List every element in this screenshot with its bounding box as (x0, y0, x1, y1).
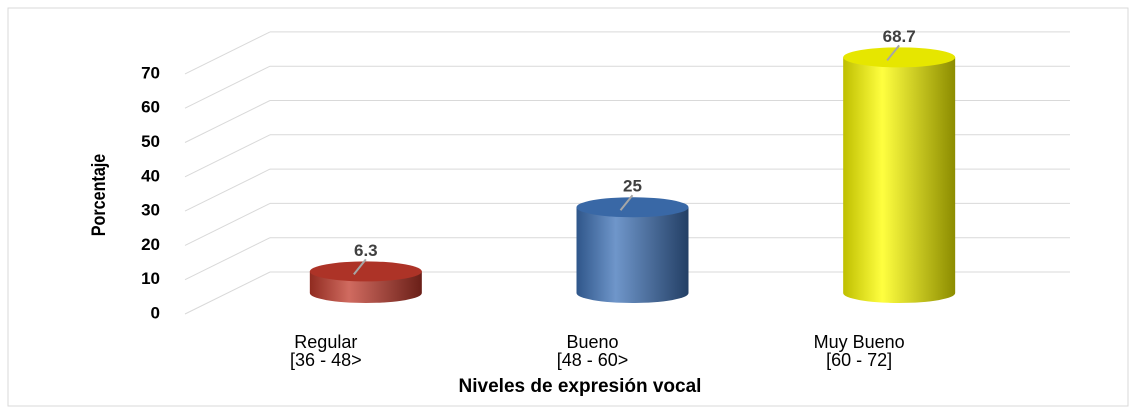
leader-line (886, 44, 900, 61)
y-tick-label: 60 (141, 98, 160, 117)
y-tick-label: 50 (141, 132, 160, 151)
x-tick-label: Muy Bueno (814, 332, 905, 352)
leader-line (353, 258, 367, 276)
grid-line (184, 134, 271, 178)
leader-line (619, 194, 634, 211)
y-tick-label: 70 (141, 63, 160, 82)
bar (576, 207, 689, 303)
x-tick-label: [60 - 72] (826, 350, 892, 370)
y-tick-label: 10 (141, 269, 160, 288)
x-tick-label: Regular (294, 332, 357, 352)
x-tick-label: [48 - 60> (557, 350, 629, 370)
y-tick-label: 30 (141, 201, 160, 220)
grid-line (184, 202, 271, 246)
x-axis-title: Niveles de expresión vocal (459, 376, 702, 397)
bar-top (309, 261, 422, 282)
value-label: 6.3 (354, 241, 378, 260)
grid-line (184, 65, 271, 109)
y-tick-label: 20 (141, 235, 160, 254)
grid-line (184, 168, 271, 212)
grid-line (184, 271, 271, 315)
value-label: 68.7 (883, 27, 916, 46)
value-label: 25 (623, 177, 642, 196)
bar-top (843, 47, 956, 68)
bar (843, 57, 956, 303)
bar-top (576, 197, 689, 218)
x-tick-label: Bueno (566, 332, 618, 352)
x-tick-label: [36 - 48> (290, 350, 362, 370)
grid-line (184, 100, 271, 143)
grid-line (184, 237, 271, 281)
y-axis-title: Porcentaje (88, 154, 110, 237)
y-tick-label: 40 (141, 166, 160, 185)
y-tick-label: 0 (151, 303, 160, 322)
grid-line (184, 31, 271, 75)
